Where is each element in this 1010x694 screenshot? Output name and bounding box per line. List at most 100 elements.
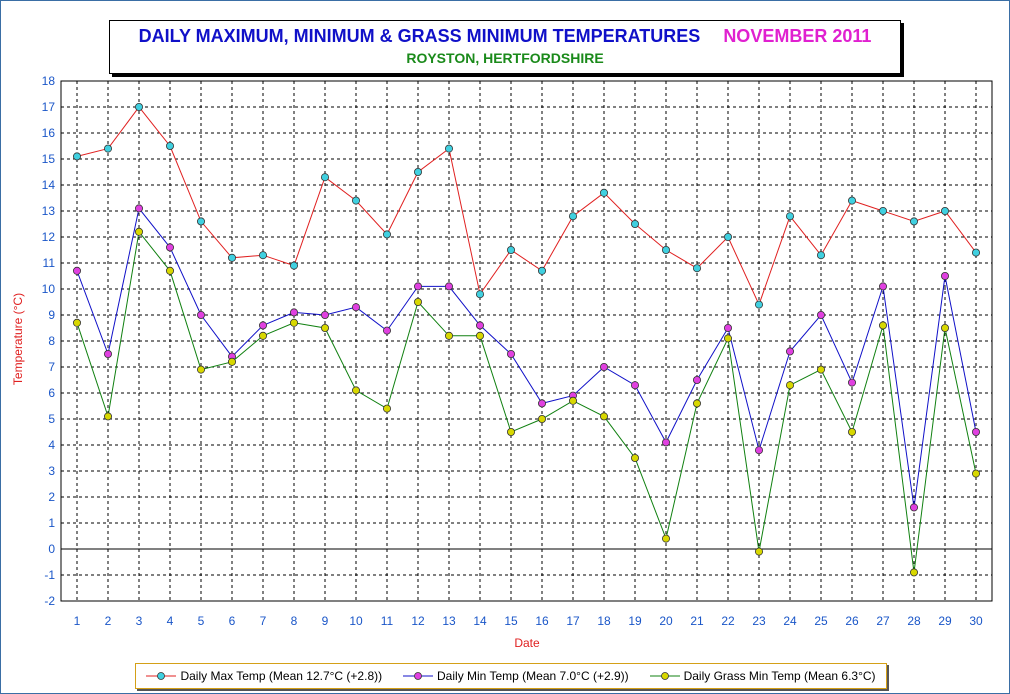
x-tick-label: 10 <box>349 614 363 628</box>
point-max <box>848 196 857 205</box>
point-max <box>73 152 82 161</box>
x-tick-label: 6 <box>229 614 236 628</box>
point-min <box>848 378 857 387</box>
point-min <box>631 381 640 390</box>
y-tick-label: 0 <box>48 542 55 556</box>
x-tick-label: 15 <box>504 614 518 628</box>
legend-item-min: Daily Min Temp (Mean 7.0°C (+2.9)) <box>403 669 629 683</box>
legend-label-min: Daily Min Temp (Mean 7.0°C (+2.9)) <box>437 669 629 683</box>
x-tick-label: 13 <box>442 614 456 628</box>
legend-swatch-grass <box>649 672 680 680</box>
x-tick-label: 20 <box>659 614 673 628</box>
y-tick-label: 11 <box>43 256 56 270</box>
y-tick-label: 4 <box>48 438 55 452</box>
point-grass <box>196 365 205 374</box>
y-tick-label: 9 <box>48 308 55 322</box>
legend-swatch-max <box>146 672 177 680</box>
series-line-max <box>76 106 977 306</box>
point-grass <box>444 331 453 340</box>
x-tick-label: 28 <box>907 614 921 628</box>
point-grass <box>320 323 329 332</box>
title-line: DAILY MAXIMUM, MINIMUM & GRASS MINIMUM T… <box>110 26 900 47</box>
point-min <box>506 349 515 358</box>
point-grass <box>848 427 857 436</box>
point-min <box>351 303 360 312</box>
x-tick-label: 7 <box>260 614 267 628</box>
y-axis-title: Temperature (°C) <box>11 293 25 385</box>
x-tick-label: 23 <box>752 614 766 628</box>
x-tick-label: 17 <box>566 614 580 628</box>
point-max <box>817 251 826 260</box>
x-tick-label: 8 <box>291 614 298 628</box>
x-tick-label: 14 <box>473 614 487 628</box>
point-grass <box>786 381 795 390</box>
point-min <box>755 446 764 455</box>
point-max <box>413 167 422 176</box>
point-grass <box>134 227 143 236</box>
point-max <box>382 230 391 239</box>
x-tick-label: 3 <box>136 614 143 628</box>
point-min <box>786 347 795 356</box>
point-min <box>382 326 391 335</box>
point-grass <box>693 399 702 408</box>
legend-item-grass: Daily Grass Min Temp (Mean 6.3°C) <box>649 669 876 683</box>
x-tick-label: 19 <box>628 614 642 628</box>
point-min <box>693 375 702 384</box>
x-tick-label: 25 <box>814 614 828 628</box>
x-tick-label: 26 <box>845 614 859 628</box>
x-tick-label: 16 <box>535 614 549 628</box>
y-tick-label: -1 <box>44 568 55 582</box>
point-grass <box>879 321 888 330</box>
point-grass <box>941 323 950 332</box>
point-max <box>631 219 640 228</box>
point-grass <box>538 414 547 423</box>
x-tick-label: 29 <box>938 614 952 628</box>
point-min <box>972 427 981 436</box>
y-tick-label: 5 <box>48 412 55 426</box>
point-min <box>662 438 671 447</box>
x-tick-label: 18 <box>597 614 611 628</box>
x-tick-label: 27 <box>876 614 890 628</box>
point-max <box>972 248 981 257</box>
point-grass <box>165 266 174 275</box>
point-grass <box>817 365 826 374</box>
x-tick-label: 2 <box>105 614 112 628</box>
x-tick-label: 5 <box>198 614 205 628</box>
legend: Daily Max Temp (Mean 12.7°C (+2.8)) Dail… <box>135 663 887 689</box>
point-grass <box>600 412 609 421</box>
point-grass <box>475 331 484 340</box>
y-tick-label: -2 <box>44 594 55 608</box>
point-grass <box>73 318 82 327</box>
point-grass <box>662 534 671 543</box>
point-grass <box>724 334 733 343</box>
point-max <box>693 264 702 273</box>
y-tick-label: 12 <box>42 230 56 244</box>
point-max <box>134 103 143 112</box>
point-grass <box>104 412 113 421</box>
y-tick-label: 18 <box>42 74 56 88</box>
point-max <box>320 173 329 182</box>
y-tick-label: 8 <box>48 334 55 348</box>
point-grass <box>506 427 515 436</box>
point-max <box>165 141 174 150</box>
point-max <box>662 245 671 254</box>
point-min <box>104 349 113 358</box>
x-tick-label: 9 <box>322 614 329 628</box>
point-grass <box>910 568 919 577</box>
point-min <box>879 282 888 291</box>
legend-item-max: Daily Max Temp (Mean 12.7°C (+2.8)) <box>146 669 382 683</box>
point-grass <box>351 386 360 395</box>
point-max <box>786 212 795 221</box>
x-tick-label: 21 <box>690 614 704 628</box>
point-max <box>910 217 919 226</box>
grid <box>61 81 992 601</box>
point-max <box>506 245 515 254</box>
plot-area <box>60 80 993 602</box>
point-max <box>475 290 484 299</box>
x-axis-title: Date <box>514 636 540 650</box>
chart-location: ROYSTON, HERTFORDSHIRE <box>406 50 604 66</box>
y-tick-label: 7 <box>48 360 55 374</box>
point-min <box>444 282 453 291</box>
